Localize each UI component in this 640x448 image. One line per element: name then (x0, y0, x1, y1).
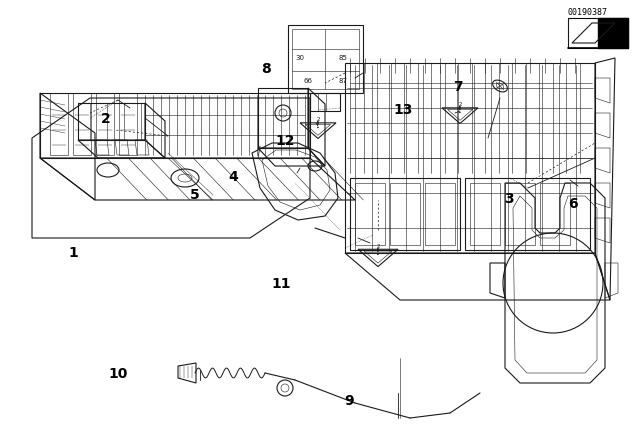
Bar (288, 25, 363, 93)
Text: 11: 11 (272, 277, 291, 292)
Text: !: ! (376, 247, 380, 257)
Text: 7: 7 (452, 80, 463, 95)
Text: 2: 2 (376, 244, 380, 249)
Text: 12: 12 (275, 134, 294, 148)
Text: 8: 8 (260, 62, 271, 77)
Text: 2: 2 (100, 112, 111, 126)
Text: 10: 10 (109, 367, 128, 381)
Text: 66: 66 (303, 78, 312, 84)
Text: 1: 1 (68, 246, 79, 260)
Text: 9: 9 (344, 394, 354, 408)
Text: 85: 85 (339, 55, 348, 61)
Text: 2: 2 (316, 116, 320, 121)
Text: 6: 6 (568, 197, 578, 211)
Polygon shape (598, 18, 628, 48)
Text: !: ! (316, 121, 320, 129)
Bar (310, 93, 340, 111)
Text: 5: 5 (190, 188, 200, 202)
Bar (292, 29, 359, 89)
Text: 30: 30 (296, 55, 305, 61)
Text: 13: 13 (394, 103, 413, 117)
Text: 4: 4 (228, 170, 239, 184)
Text: 87: 87 (339, 78, 348, 84)
Bar (568, 18, 628, 48)
Text: 00190387: 00190387 (568, 8, 608, 17)
Text: !: ! (458, 105, 462, 115)
Text: 2: 2 (458, 102, 461, 107)
Text: 3: 3 (504, 192, 514, 207)
